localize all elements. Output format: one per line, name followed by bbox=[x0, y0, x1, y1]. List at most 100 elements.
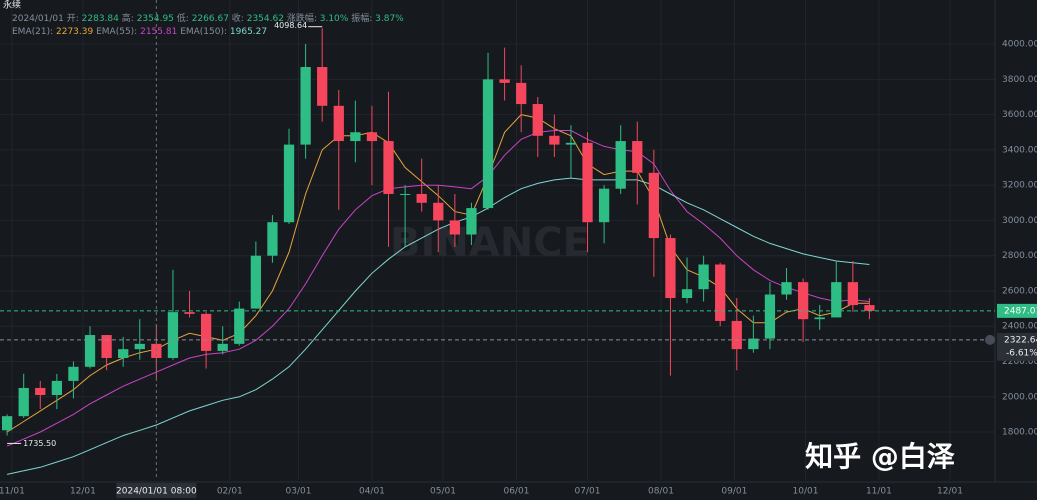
legend-name: EMA(55): bbox=[96, 27, 137, 37]
legend-name: EMA(21): bbox=[12, 27, 53, 37]
candle-body bbox=[399, 193, 411, 195]
y-tick-label: 3200.00 bbox=[1002, 181, 1037, 191]
x-tick-label: 03/01 bbox=[286, 487, 312, 497]
candle-body bbox=[84, 335, 96, 367]
candle-body bbox=[383, 141, 394, 194]
candle-body bbox=[366, 132, 378, 142]
legend: EMA(21): 2273.39 EMA(55): 2155.81 EMA(15… bbox=[12, 27, 267, 37]
candle-body bbox=[582, 142, 593, 223]
info-field-value: 2266.67 bbox=[192, 14, 229, 24]
candle-body bbox=[665, 238, 676, 299]
candle-body bbox=[35, 387, 46, 396]
candle-body bbox=[648, 172, 659, 239]
x-tick-label: 12/01 bbox=[70, 487, 96, 497]
candle-body bbox=[317, 67, 328, 106]
x-tick-label: 04/01 bbox=[359, 487, 385, 497]
x-tick-label: 11/01 bbox=[0, 487, 25, 497]
candle-body bbox=[250, 255, 261, 309]
info-field-label: 收: bbox=[232, 12, 244, 24]
candle-body bbox=[831, 282, 842, 318]
crosshair-label-bg bbox=[116, 483, 197, 498]
candle-body bbox=[681, 289, 693, 299]
candle-body bbox=[217, 343, 228, 351]
ref-price-label: 2322.64 bbox=[1004, 335, 1037, 345]
y-tick-label: 3800.00 bbox=[1002, 75, 1037, 85]
candle-body bbox=[565, 142, 577, 145]
candle-body bbox=[333, 105, 344, 142]
candle-body bbox=[864, 305, 875, 311]
candle-body bbox=[847, 282, 858, 306]
brand-watermark: BINANCE bbox=[390, 220, 590, 266]
x-tick-label: 05/01 bbox=[430, 487, 456, 497]
candle-body bbox=[18, 387, 29, 417]
candle-body bbox=[598, 188, 610, 223]
candle-body bbox=[748, 338, 759, 350]
candle-body bbox=[698, 264, 709, 290]
y-tick-label: 3600.00 bbox=[1002, 110, 1037, 120]
candle-body bbox=[482, 79, 494, 209]
crosshair-label: 2024/01/01 08:00 bbox=[116, 487, 197, 497]
info-field-label: 开: bbox=[67, 13, 79, 24]
candle-body bbox=[549, 135, 560, 145]
candle-body bbox=[118, 349, 129, 358]
candle-body bbox=[449, 220, 460, 235]
candle-body bbox=[797, 282, 809, 320]
y-tick-label: 2600.00 bbox=[1002, 286, 1037, 296]
candle-body bbox=[466, 208, 477, 235]
info-field-value: 2354.62 bbox=[247, 14, 284, 24]
candle-body bbox=[68, 366, 79, 381]
x-tick-label: 07/01 bbox=[575, 487, 601, 497]
y-tick-label: 2200.00 bbox=[1002, 357, 1037, 367]
y-tick-label: 1800.00 bbox=[1002, 428, 1037, 438]
candle-body bbox=[300, 67, 311, 145]
candle-body bbox=[632, 141, 643, 173]
y-tick-label: 4000.00 bbox=[1002, 40, 1037, 50]
low-marker-label: 1735.50 bbox=[23, 439, 56, 448]
candle-body bbox=[433, 202, 444, 221]
watermark: 知乎 @白泽 bbox=[805, 440, 955, 473]
x-tick-label: 08/01 bbox=[648, 487, 674, 497]
last-price-label: 2487.01 bbox=[1004, 306, 1037, 316]
x-tick-label: 09/01 bbox=[721, 487, 747, 497]
ref-change-label: -6.61% bbox=[1006, 348, 1037, 358]
candle-body bbox=[51, 380, 62, 396]
candle-body bbox=[134, 343, 145, 350]
info-field-value: 2354.95 bbox=[137, 14, 174, 24]
candle-body bbox=[781, 282, 792, 295]
candle-body bbox=[101, 335, 112, 358]
x-tick-label: 02/01 bbox=[217, 487, 243, 497]
ref-price-tag bbox=[997, 332, 1037, 361]
legend-value: 2155.81 bbox=[140, 27, 177, 37]
info-field-label: 高: bbox=[122, 12, 134, 24]
x-tick-label: 12/01 bbox=[937, 487, 963, 497]
ref-icon bbox=[985, 334, 995, 345]
legend-value: 2273.39 bbox=[56, 27, 93, 37]
symbol-title: 永续 bbox=[3, 0, 21, 11]
candle-body bbox=[532, 104, 543, 136]
info-date: 2024/01/01 bbox=[12, 14, 64, 24]
candle-body bbox=[615, 141, 626, 189]
x-tick-label: 11/01 bbox=[866, 487, 892, 497]
candle-body bbox=[200, 313, 212, 351]
y-tick-label: 2400.00 bbox=[1002, 322, 1037, 332]
candle-body bbox=[731, 320, 742, 350]
x-tick-label: 10/01 bbox=[793, 487, 819, 497]
candle-body bbox=[764, 294, 776, 339]
info-field-value: 3.10% bbox=[320, 14, 349, 24]
candle-body bbox=[715, 264, 726, 321]
candle-body bbox=[1, 416, 13, 431]
candle-body bbox=[184, 312, 195, 314]
info-field-value: 2283.84 bbox=[82, 14, 119, 24]
candle-body bbox=[283, 144, 295, 223]
candle-body bbox=[499, 79, 510, 83]
candle-body bbox=[350, 132, 361, 142]
candle-body bbox=[416, 193, 427, 203]
info-field-label: 低: bbox=[177, 12, 189, 24]
y-tick-label: 2000.00 bbox=[1002, 392, 1037, 402]
x-tick-label: 06/01 bbox=[503, 487, 529, 497]
candle-body bbox=[814, 317, 825, 320]
info-field-value: 3.87% bbox=[375, 14, 404, 24]
candle-body bbox=[516, 82, 527, 105]
legend-value: 1965.27 bbox=[230, 27, 267, 37]
